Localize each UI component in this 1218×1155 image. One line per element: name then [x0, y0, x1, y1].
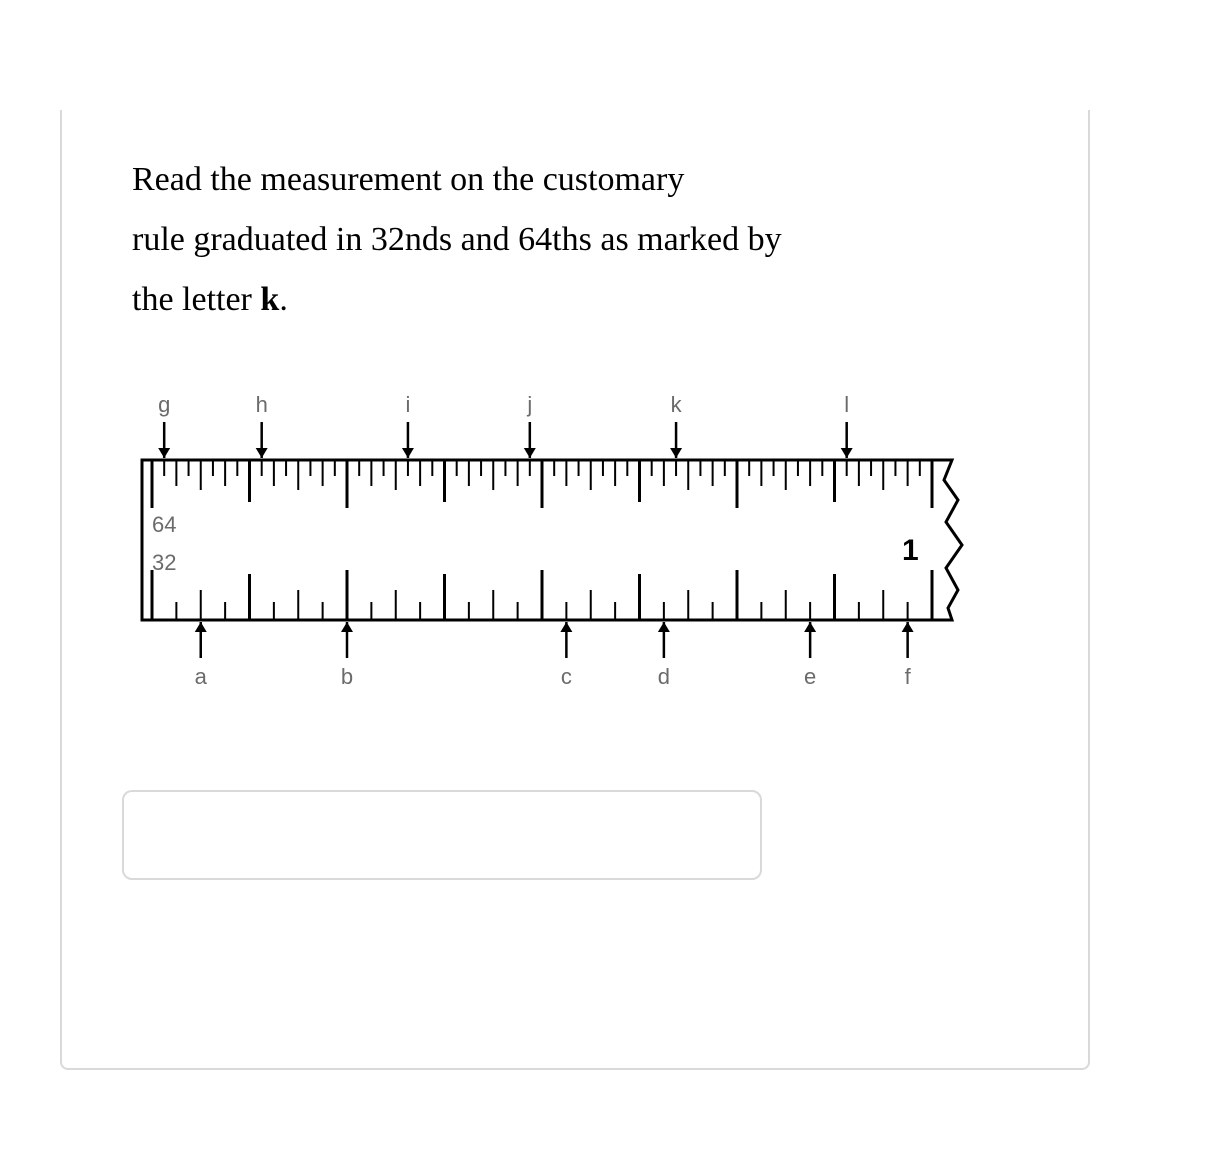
- svg-text:1: 1: [902, 534, 919, 567]
- svg-text:a: a: [195, 664, 208, 689]
- svg-text:c: c: [561, 664, 572, 689]
- svg-text:l: l: [844, 392, 849, 417]
- svg-text:f: f: [905, 664, 912, 689]
- question-text: Read the measurement on the customary ru…: [132, 150, 1012, 330]
- page: Read the measurement on the customary ru…: [0, 0, 1218, 1155]
- question-target-letter: k: [260, 281, 279, 318]
- question-card: Read the measurement on the customary ru…: [60, 110, 1090, 1070]
- svg-text:e: e: [804, 664, 816, 689]
- question-line-2: rule graduated in 32nds and 64ths as mar…: [132, 221, 782, 258]
- svg-text:j: j: [526, 392, 532, 417]
- svg-text:k: k: [671, 392, 683, 417]
- svg-text:b: b: [341, 664, 353, 689]
- svg-text:32: 32: [152, 550, 176, 575]
- question-line-1: Read the measurement on the customary: [132, 161, 684, 198]
- svg-text:g: g: [158, 392, 170, 417]
- question-line-3-post: .: [279, 281, 288, 318]
- answer-input[interactable]: [122, 790, 762, 880]
- svg-text:d: d: [658, 664, 670, 689]
- question-line-3-pre: the letter: [132, 281, 260, 318]
- ruler-figure: 64 32 1 g h i j k l a b c d e f: [122, 370, 972, 750]
- svg-text:64: 64: [152, 512, 176, 537]
- svg-text:i: i: [405, 392, 410, 417]
- svg-text:h: h: [256, 392, 268, 417]
- ruler-svg: 64 32 1 g h i j k l a b c d e f: [122, 370, 972, 750]
